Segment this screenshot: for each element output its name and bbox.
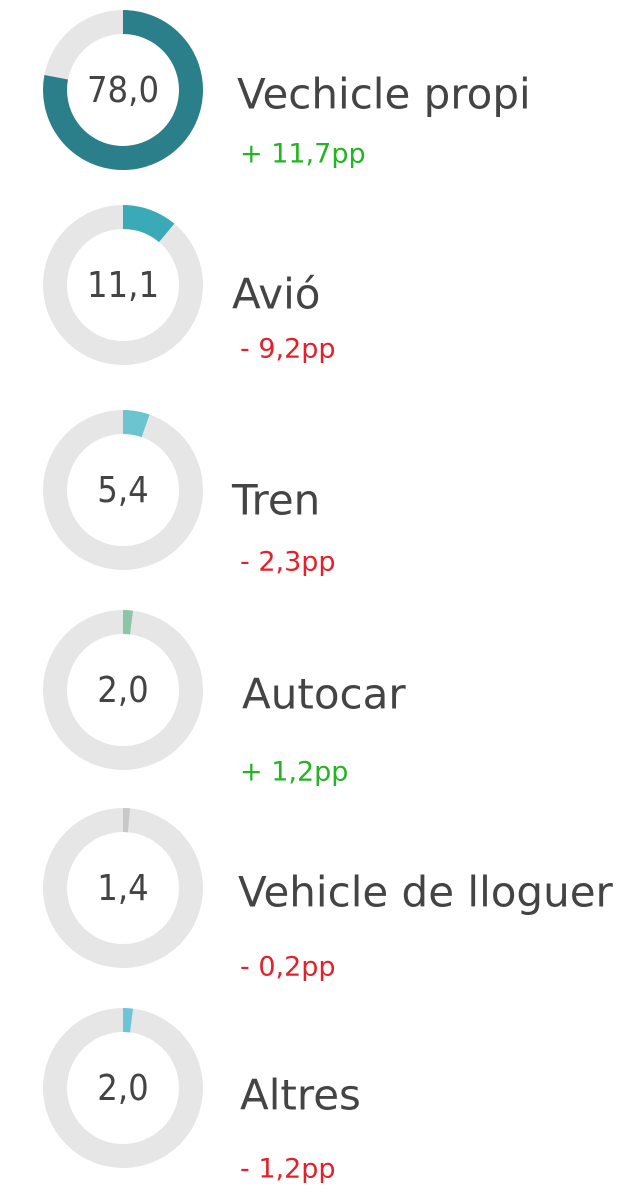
item-label: Avió — [232, 270, 321, 319]
item-change: + 11,7pp — [240, 139, 366, 170]
donut-value: 1,4 — [97, 868, 149, 909]
donut-arc — [43, 10, 203, 170]
item-label: Autocar — [242, 670, 406, 719]
item-change: - 9,2pp — [240, 334, 336, 365]
item-change: - 2,3pp — [240, 547, 336, 578]
item-label: Vehicle de lloguer — [238, 868, 614, 917]
item-change: - 1,2pp — [240, 1154, 336, 1185]
donut-arc — [122, 205, 175, 243]
item-change: + 1,2pp — [240, 757, 348, 788]
item-change: - 0,2pp — [240, 952, 336, 983]
donut-value: 2,0 — [97, 1068, 149, 1109]
donut-arc — [122, 410, 150, 438]
item-label: Altres — [240, 1071, 361, 1120]
donut-value: 5,4 — [97, 470, 149, 511]
donut-value: 78,0 — [87, 70, 159, 111]
item-label: Vechicle propi — [237, 70, 531, 119]
donut-arc — [122, 1008, 134, 1033]
donut-arc — [122, 610, 134, 635]
donut-value: 2,0 — [97, 670, 149, 711]
item-label: Tren — [231, 476, 320, 525]
donut-value: 11,1 — [87, 265, 159, 306]
